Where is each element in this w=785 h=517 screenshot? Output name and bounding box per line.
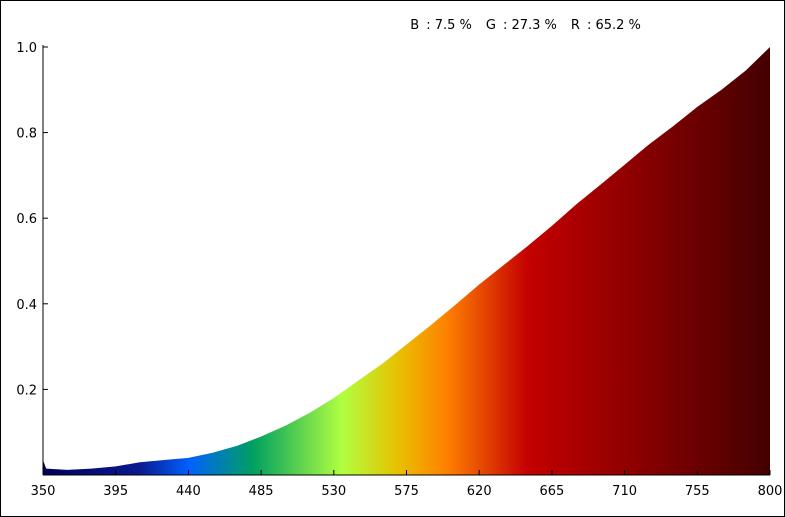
x-tick-label-2: 440: [176, 484, 201, 499]
x-tick-label-1: 395: [103, 484, 128, 499]
stat-green-label: G: [485, 18, 496, 33]
x-tick-label-9: 755: [685, 484, 710, 499]
y-tick-label-3: 0.8: [16, 127, 37, 142]
x-tick-label-4: 530: [321, 484, 346, 499]
stat-red-value: 65.2 %: [595, 18, 641, 33]
y-tick-label-1: 0.4: [16, 298, 37, 313]
y-tick-label-4: 1.0: [16, 41, 37, 56]
spectrum-area: [43, 47, 770, 475]
stat-blue-label: B: [410, 18, 420, 33]
x-tick-label-5: 575: [394, 484, 419, 499]
y-tick-label-0: 0.2: [16, 383, 37, 398]
stat-green-value: 27.3 %: [511, 18, 557, 33]
x-tick-label-7: 665: [539, 484, 564, 499]
x-tick-label-8: 710: [612, 484, 637, 499]
x-tick-label-0: 350: [31, 484, 56, 499]
stat-red: R: 65.2 %: [570, 18, 641, 33]
x-tick-label-6: 620: [467, 484, 492, 499]
axes: 350 395 440 485 530 575 620 665 710 755 800 0.2 0.4 0…: [16, 41, 782, 499]
x-tick-label-10: 800: [758, 484, 783, 499]
stat-red-label: R: [570, 18, 580, 33]
stat-green: G: 27.3 %: [485, 18, 557, 33]
y-tick-label-2: 0.6: [16, 212, 37, 227]
stat-blue-value: 7.5 %: [434, 18, 472, 33]
plot-area: [43, 47, 770, 475]
color-stats: B: 7.5 % G: 27.3 % R: 65.2 %: [402, 3, 655, 33]
x-tick-label-3: 485: [249, 484, 274, 499]
stat-blue: B: 7.5 %: [410, 18, 472, 33]
